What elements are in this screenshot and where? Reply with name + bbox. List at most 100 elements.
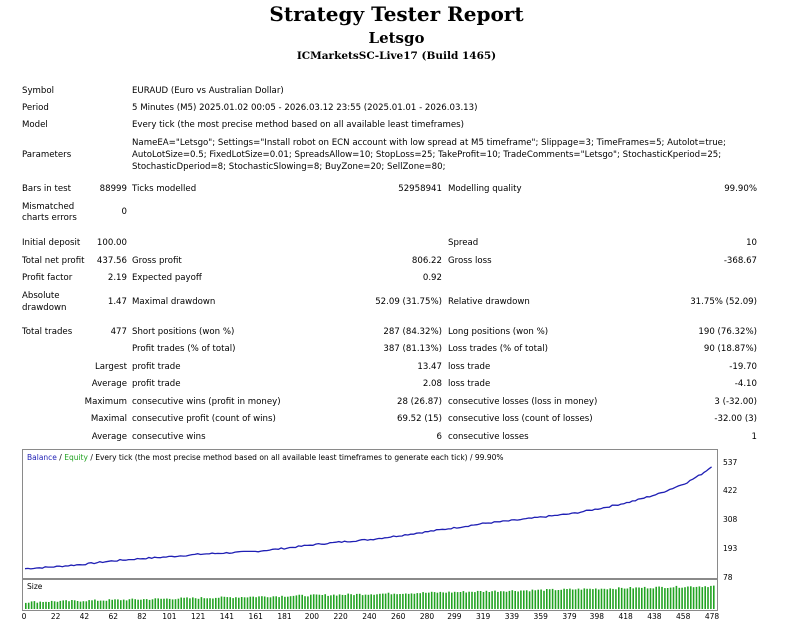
- deposit-label: Initial deposit: [22, 238, 81, 248]
- x-tick-label: 379: [562, 612, 577, 621]
- legend-separator: /: [56, 453, 65, 462]
- size-bar: [48, 602, 50, 609]
- size-bar: [508, 590, 511, 609]
- size-bar: [39, 601, 41, 609]
- size-bar: [710, 585, 712, 609]
- legend-balance: Balance: [27, 453, 57, 462]
- size-bar: [53, 601, 56, 609]
- size-bar: [433, 592, 436, 609]
- average-loss-value: -4.10: [734, 379, 757, 389]
- size-bar: [399, 594, 401, 609]
- size-bar: [571, 589, 574, 609]
- size-bar: [387, 592, 390, 609]
- size-bar: [134, 599, 136, 609]
- x-tick-label: 280: [419, 612, 435, 621]
- size-bar: [341, 594, 344, 609]
- size-bar: [618, 587, 620, 609]
- legend-description: / Every tick (the most precise method ba…: [87, 453, 504, 462]
- size-bar: [690, 586, 692, 609]
- size-bar: [91, 600, 93, 609]
- parameters-line-1: NameEA="Letsgo"; Settings="Install robot…: [132, 138, 726, 148]
- size-chart: Size: [22, 579, 718, 611]
- size-bar: [278, 597, 280, 609]
- size-bar: [97, 600, 99, 609]
- size-bar: [456, 592, 459, 609]
- total-trades-value: 477: [110, 327, 127, 337]
- size-bar: [407, 593, 410, 609]
- size-bar: [168, 598, 171, 609]
- size-bar: [652, 588, 655, 609]
- size-bar: [122, 599, 125, 609]
- size-bar: [232, 598, 234, 609]
- size-bar: [384, 593, 387, 609]
- legend-equity: Equity: [64, 453, 88, 462]
- relative-dd-label: Relative drawdown: [448, 297, 530, 307]
- size-bar: [520, 590, 522, 609]
- size-bar: [65, 600, 67, 609]
- size-bar: [243, 597, 246, 609]
- x-tick-label: 458: [676, 612, 691, 621]
- size-bar: [82, 601, 85, 609]
- size-bar: [666, 588, 669, 609]
- size-bar: [226, 597, 229, 609]
- gross-loss-value: -368.67: [723, 256, 757, 266]
- size-bar: [350, 594, 352, 609]
- net-profit-label: Total net profit: [22, 256, 85, 266]
- size-bar: [641, 587, 643, 609]
- size-bar: [390, 594, 393, 609]
- server-build: ICMarketsSC-Live17 (Build 1465): [296, 50, 497, 62]
- expected-payoff-value: 0.92: [422, 273, 442, 283]
- size-bar: [577, 588, 580, 609]
- size-bar: [635, 587, 637, 609]
- size-bar: [684, 587, 686, 609]
- size-bar: [255, 597, 257, 609]
- size-bar: [505, 591, 508, 609]
- bars-label: Bars in test: [22, 184, 71, 194]
- long-positions-value: 190 (76.32%): [698, 327, 757, 337]
- x-tick-label: 240: [362, 612, 377, 621]
- largest-label: Largest: [94, 362, 127, 372]
- size-bar: [295, 595, 298, 609]
- size-bar: [410, 593, 413, 609]
- largest-profit-value: 13.47: [417, 362, 442, 372]
- maximal-dd-value: 52.09 (31.75%): [375, 297, 442, 307]
- size-bar: [304, 596, 306, 609]
- size-bar: [459, 592, 462, 609]
- size-bar: [592, 589, 594, 609]
- size-bar: [56, 601, 59, 609]
- size-bar: [125, 600, 128, 609]
- size-bar: [494, 590, 496, 609]
- gross-profit-label: Gross profit: [132, 256, 182, 266]
- y-tick-label: 308: [723, 515, 738, 524]
- size-bar: [439, 591, 442, 609]
- size-bar: [580, 589, 583, 609]
- x-tick-label: 438: [647, 612, 662, 621]
- size-bar: [416, 593, 419, 609]
- size-bar: [402, 593, 404, 609]
- x-tick-label: 299: [447, 612, 462, 621]
- size-bar: [333, 594, 335, 609]
- size-bar: [197, 598, 200, 609]
- maximal-label: Maximal: [90, 414, 127, 424]
- size-bar: [451, 592, 453, 609]
- size-bar: [482, 592, 485, 609]
- size-label: Size: [27, 582, 43, 591]
- size-bar: [675, 585, 678, 609]
- size-bar: [413, 593, 416, 609]
- gross-profit-value: 806.22: [411, 256, 442, 266]
- size-bar: [194, 598, 197, 609]
- profit-trades-value: 387 (81.13%): [383, 344, 442, 354]
- size-bar: [128, 599, 131, 609]
- size-bar: [105, 600, 108, 609]
- size-bar: [430, 591, 433, 609]
- size-bar: [275, 596, 277, 609]
- size-bar: [114, 599, 116, 609]
- max-consecutive-losses-value: 3 (-32.00): [714, 397, 757, 407]
- size-bar: [229, 597, 231, 609]
- long-positions-label: Long positions (won %): [448, 327, 549, 337]
- size-bar: [171, 599, 174, 609]
- x-tick-label: 62: [108, 612, 118, 621]
- mismatch-label-1: Mismatched: [22, 202, 75, 212]
- x-tick-label: 161: [248, 612, 263, 621]
- size-bar: [569, 588, 571, 609]
